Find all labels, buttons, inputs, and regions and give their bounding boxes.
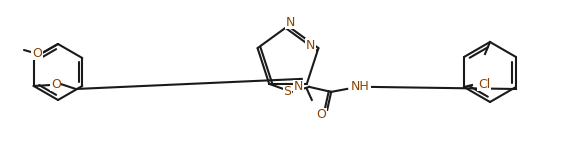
Text: O: O [316, 108, 326, 121]
Text: N: N [306, 39, 315, 52]
Text: O: O [32, 46, 42, 59]
Text: Cl: Cl [478, 78, 490, 90]
Text: N: N [285, 16, 295, 29]
Text: NH: NH [351, 80, 370, 93]
Text: O: O [51, 78, 61, 90]
Text: N: N [294, 80, 304, 93]
Text: S: S [283, 85, 291, 98]
